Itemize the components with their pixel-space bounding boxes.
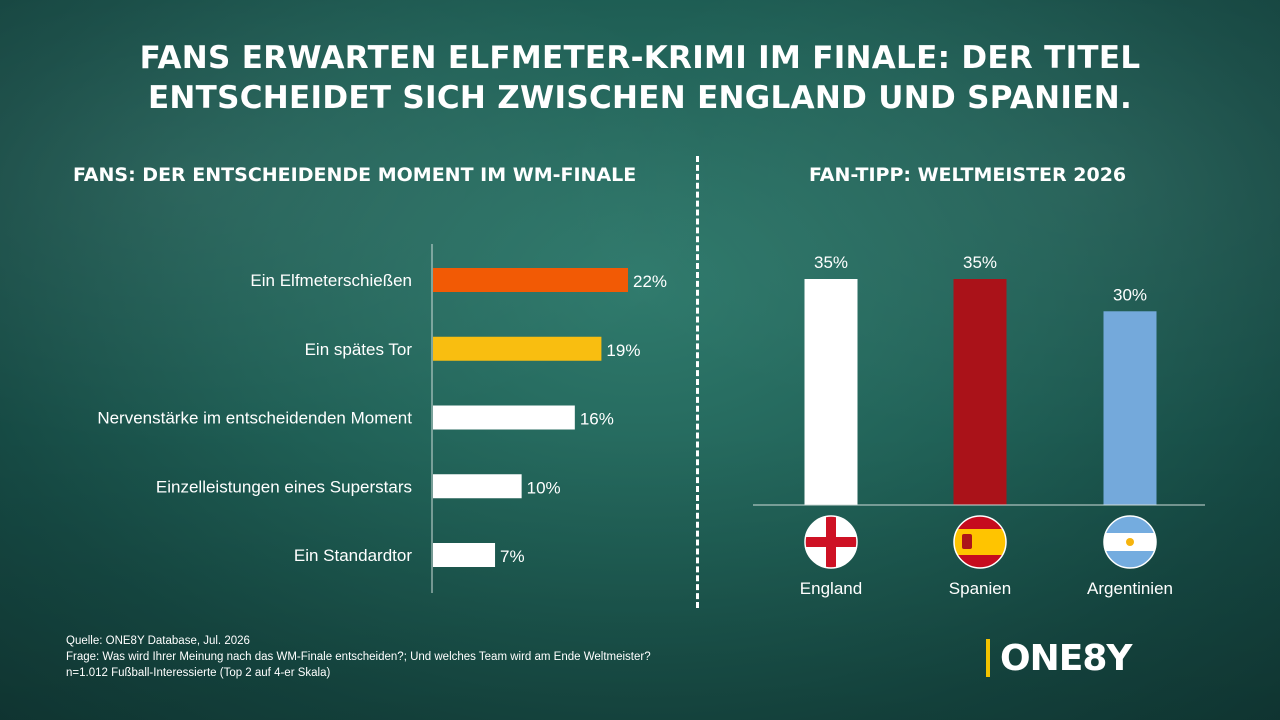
v-value-label-2: 35% [963,253,997,272]
v-value-label-3: 30% [1113,285,1147,304]
h-value-label-2: 19% [606,341,640,360]
title-line-1: FANS ERWARTEN ELFMETER-KRIMI IM FINALE: … [139,40,1141,76]
spain-flag-icon-ring [953,515,1007,569]
left-chart-title: FANS: DER ENTSCHEIDENDE MOMENT IM WM-FIN… [73,164,637,186]
h-bar-1 [433,268,628,292]
h-bar-4 [433,474,522,499]
argentina-flag-icon-ring [1103,515,1157,569]
v-bar-3 [1103,311,1157,505]
h-category-label-4: Einzelleistungen eines Superstars [156,477,412,496]
page-title: FANS ERWARTEN ELFMETER-KRIMI IM FINALE: … [0,38,1280,118]
v-bar-2 [953,279,1007,505]
h-category-label-2: Ein spätes Tor [305,340,413,359]
footnote-source: Quelle: ONE8Y Database, Jul. 2026 [66,635,250,647]
h-bar-2 [433,336,602,361]
section-divider [696,156,699,608]
h-category-label-3: Nervenstärke im entscheidenden Moment [97,409,412,428]
spain-flag-emblem [962,534,972,549]
argentina-flag-icon [1104,516,1156,568]
h-bar-5 [433,543,496,567]
england-flag-cross-h [805,537,857,547]
argentina-flag-sun [1126,538,1134,546]
footnote-sample: n=1.012 Fußball-Interessierte (Top 2 auf… [66,667,331,679]
h-value-label-5: 7% [500,547,525,566]
logo-accent-bar [986,639,990,677]
england-flag-icon [805,516,857,568]
v-category-label-3: Argentinien [1087,579,1173,598]
v-category-label-2: Spanien [949,579,1011,598]
h-category-label-5: Ein Standardtor [294,546,412,565]
v-bar-1 [804,279,858,505]
england-flag-icon-ring [804,515,858,569]
spain-flag-icon [954,516,1006,568]
h-category-label-1: Ein Elfmeterschießen [250,271,412,290]
footnote-question: Frage: Was wird Ihrer Meinung nach das W… [66,651,651,663]
h-bar-3 [433,405,575,430]
title-line-2: ENTSCHEIDET SICH ZWISCHEN ENGLAND UND SP… [147,80,1133,116]
spain-flag-yellow [954,529,1006,555]
v-category-label-1: England [800,579,862,598]
h-value-label-4: 10% [527,478,561,497]
h-value-label-3: 16% [580,410,614,429]
logo-text: ONE8Y [1000,637,1132,679]
brand-logo: ONE8Y [986,637,1132,679]
h-value-label-1: 22% [633,272,667,291]
v-value-label-1: 35% [814,253,848,272]
footnote: Quelle: ONE8Y Database, Jul. 2026 Frage:… [66,633,651,681]
right-chart-title: FAN-TIPP: WELTMEISTER 2026 [809,164,1127,186]
